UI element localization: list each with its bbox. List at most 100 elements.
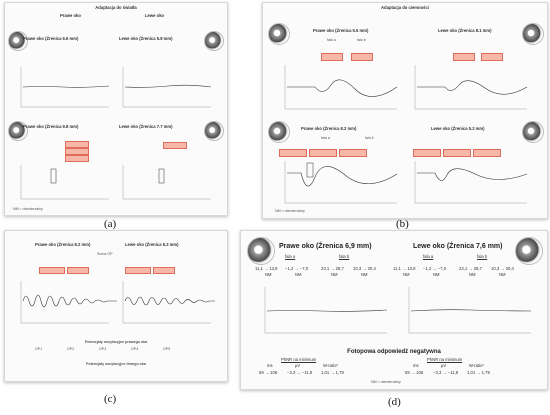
d-right-nm-4: NM (361, 272, 368, 277)
c-value-box (39, 267, 65, 274)
a-value-box (65, 148, 89, 155)
d-negative-title: Fotopowa odpowiedź negatywna (347, 349, 441, 355)
d-phnr-label-right: PhNR na minimum (281, 357, 317, 362)
d-left-a-uv: −1,2 → −7,0 (423, 266, 447, 271)
d-phnr-right-w: 1,01 → 1,79 (321, 370, 344, 375)
label-b: (b) (396, 218, 409, 230)
c-op-header-4: OP4 (131, 347, 139, 351)
panel-a: Adaptacja do światła Prawe oko Lewe oko … (4, 2, 228, 216)
b-value-box (321, 53, 343, 61)
b-value-box (309, 149, 337, 157)
eye-right-image (8, 31, 28, 51)
d-right-a-uv: −1,2 → −7,0 (285, 266, 309, 271)
a-footer: NM = niemierzalny (13, 207, 43, 211)
eye-right-image (247, 237, 275, 265)
label-a: (a) (104, 218, 117, 230)
b-footer: NM = niemierzalny (275, 209, 305, 213)
a-test1-left-eye: Lewe oko (Źrenica 5.8 mm) (119, 36, 173, 41)
d-footer: NM = niemierzalny (371, 380, 401, 384)
panel-b-title: Adaptacja do ciemności (381, 5, 429, 10)
b-value-box (351, 53, 373, 61)
panel-a-title: Adaptacja do światła (95, 5, 137, 10)
d-right-nm-1: NM (265, 272, 272, 277)
eye-right-image-2 (8, 121, 28, 141)
d-left-b-ms: 23,1 → 28,7 (459, 266, 482, 271)
b-value-box (339, 149, 367, 157)
panel-d: Prawe oko (Źrenica 6,9 mm) Lewe oko (Źre… (240, 230, 548, 390)
b-test1-right-eye: Prawe oko (Źrenica 5.5 mm) (313, 28, 369, 33)
a-test2-plots (20, 165, 211, 200)
c-osc-left-title: Potencjały oscylacyjne lewego oka (86, 362, 146, 366)
d-right-a-ms: 11,1 → 13,8 (255, 266, 278, 271)
panel-a-header-left: Lewe oko (145, 13, 165, 18)
c-left-eye: Lewe oko (Źrenica 5.2 mm) (125, 242, 179, 247)
panel-a-header-right: Prawe oko (60, 13, 81, 18)
d-right-wave-b: fala b (339, 254, 350, 259)
b-test1-left-eye: Lewe oko (Źrenica 8.1 mm) (438, 28, 492, 33)
b-value-box (481, 53, 503, 61)
c-value-box (67, 267, 89, 274)
c-oscillatory-waveforms (20, 281, 215, 324)
panel-c: Prawe oko (Źrenica 8.2 mm) Lewe oko (Źre… (4, 230, 228, 382)
b-value-box (453, 53, 475, 61)
d-phnr-right-ms: 59 → 106 (259, 370, 278, 375)
b-test2-right-eye: Prawe oko (Źrenica 8.2 mm) (301, 126, 357, 131)
a-value-box (65, 141, 89, 148)
b-value-box (279, 149, 307, 157)
c-op-header-3: OP3 (99, 347, 107, 351)
eye-right-image (268, 23, 290, 45)
eye-left-image-2 (522, 121, 544, 143)
b-value-box (443, 149, 471, 157)
c-sum-op: Suma OP (97, 252, 113, 256)
d-left-wave-a: fala a (423, 254, 434, 259)
label-c: (c) (104, 393, 117, 405)
d-left-nm-3: NM (469, 272, 476, 277)
d-waveforms (264, 287, 532, 334)
c-right-eye: Prawe oko (Źrenica 8.2 mm) (35, 242, 91, 247)
d-right-nm-3: NM (331, 272, 338, 277)
a-test2-right-eye: Prawe oko (Źrenica 9.8 mm) (23, 124, 79, 129)
d-phnr-left-uv: −3,3 → −11,9 (433, 370, 459, 375)
d-right-b-ms: 23,1 → 28,7 (321, 266, 344, 271)
c-op-header-2: OP2 (67, 347, 75, 351)
a-value-box (65, 155, 89, 162)
eye-left-image (204, 31, 224, 51)
b-test2-wave-b: fala b (365, 136, 374, 140)
d-phnr-col-ms-r: ms (267, 363, 273, 368)
b-test2-waveforms (284, 161, 528, 204)
d-phnr-right-uv: −3,3 → −11,9 (287, 370, 313, 375)
d-left-nm-1: NM (403, 272, 410, 277)
b-value-box (413, 149, 441, 157)
a-test1-right-eye: Prawe oko (Źrenica 6.6 mm) (23, 36, 79, 41)
eye-right-image-2 (268, 121, 290, 143)
d-left-nm-2: NM (433, 272, 440, 277)
eye-left-image-2 (204, 121, 224, 141)
eye-left-image (522, 23, 544, 45)
d-right-wave-a: fala a (285, 254, 296, 259)
c-value-box (153, 267, 175, 274)
d-phnr-col-uv-r: µV (295, 363, 301, 368)
label-d: (d) (388, 396, 401, 408)
d-right-b-uv: 10,3 → 30,4 (353, 266, 376, 271)
d-phnr-col-w-r: W-ratio* (323, 363, 339, 368)
d-right-eye: Prawe oko (Źrenica 6,9 mm) (279, 243, 372, 250)
c-op-header-1: OP1 (35, 347, 43, 351)
c-osc-right-title: Potencjały oscylacyjne prawego oka (84, 340, 148, 344)
d-left-eye: Lewe oko (Źrenica 7,6 mm) (413, 243, 503, 250)
d-phnr-label-left: PhNR na minimum (427, 357, 463, 362)
a-value-box (163, 142, 187, 149)
b-test1-wave-b: fala b (357, 38, 366, 42)
c-value-box (125, 267, 151, 274)
c-op-header-5: OP5 (163, 347, 171, 351)
d-phnr-col-ms-l: ms (413, 363, 419, 368)
d-left-nm-4: NM (499, 272, 506, 277)
b-test2-wave-a: fala a (321, 136, 330, 140)
d-phnr-left-ms: 59 → 106 (405, 370, 424, 375)
d-phnr-left-w: 1,01 → 1,79 (467, 370, 490, 375)
b-value-box (473, 149, 501, 157)
d-left-wave-b: fala b (477, 254, 488, 259)
d-phnr-col-w-l: W-ratio* (469, 363, 485, 368)
eye-left-image (515, 237, 543, 265)
panel-b: Adaptacja do ciemności Prawe oko (Źrenic… (262, 2, 548, 219)
a-test1-waveforms (20, 67, 212, 108)
